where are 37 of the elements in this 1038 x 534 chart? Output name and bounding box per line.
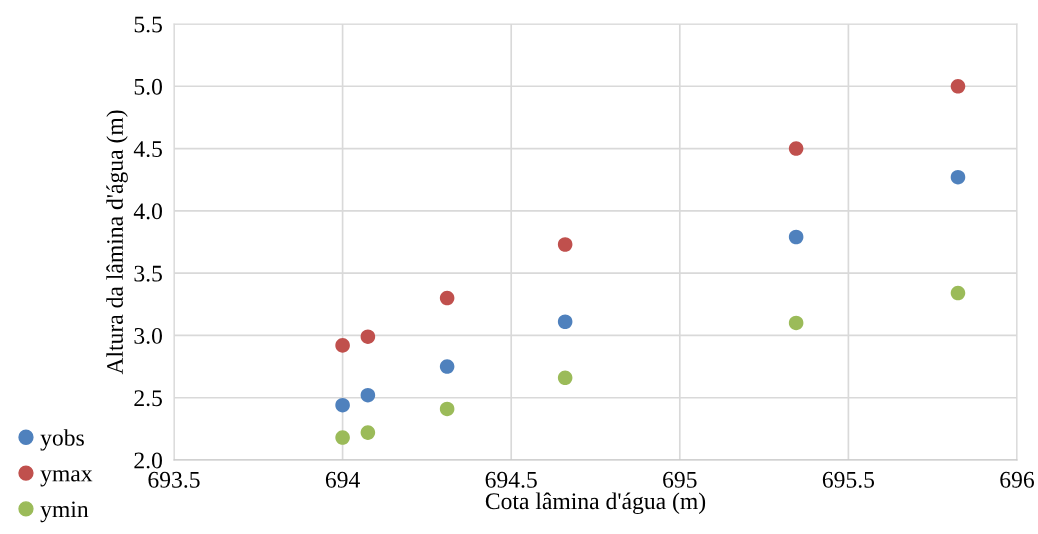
x-tick-label: 694 — [325, 471, 360, 488]
point — [439, 401, 455, 417]
y-axis-title: Altura da lâmina d'água (m) — [106, 110, 128, 375]
x-tick-label: 693.5 — [148, 471, 200, 488]
y-tick-label: 5.0 — [134, 78, 162, 95]
y-tick-label: 2.5 — [134, 390, 162, 407]
y-tick-label: 2.0 — [134, 452, 162, 469]
point — [557, 370, 573, 386]
y-tick-label: 4.5 — [133, 141, 162, 158]
point — [788, 229, 804, 245]
point — [950, 79, 966, 94]
point — [439, 290, 455, 306]
point — [360, 329, 376, 344]
x-tick-label: 694.5 — [485, 471, 537, 488]
x-tick-label: 695 — [663, 471, 697, 488]
point — [439, 359, 455, 374]
point — [360, 387, 376, 403]
point — [557, 314, 573, 330]
y-tick-label: 4.0 — [133, 203, 162, 220]
y-tick-label: 3.5 — [134, 265, 162, 282]
point — [335, 397, 350, 413]
point — [360, 425, 376, 440]
legend-label: yobs — [40, 429, 84, 451]
point — [788, 141, 804, 156]
point — [950, 285, 966, 301]
point — [335, 338, 350, 353]
point — [788, 315, 804, 331]
x-tick-label: 695.5 — [822, 471, 875, 488]
point — [335, 430, 350, 445]
y-tick-label: 5.5 — [134, 16, 162, 33]
x-axis-title: Cota lâmina d'água (m) — [485, 492, 706, 515]
legend-label: ymin — [40, 501, 89, 523]
x-tick-label: 696 — [1000, 471, 1034, 488]
legend-label: ymax — [40, 470, 93, 487]
point — [950, 169, 966, 185]
y-tick-label: 3.0 — [134, 327, 162, 344]
point — [557, 237, 573, 252]
